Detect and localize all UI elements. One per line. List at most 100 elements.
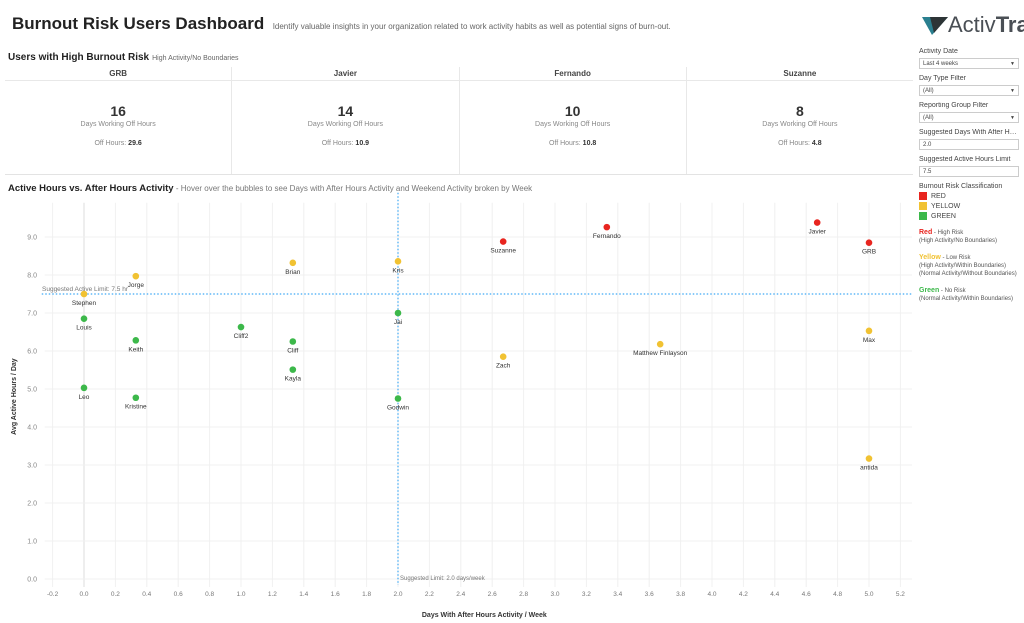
data-point[interactable] <box>80 315 88 322</box>
data-point-label: antida <box>860 465 878 472</box>
legend-item[interactable]: GREEN <box>919 212 1019 220</box>
y-tick-label: 7.0 <box>27 311 37 318</box>
legend-swatch <box>919 212 927 220</box>
filter-3: Suggested Days With After Ho... 2.0 <box>919 129 1019 150</box>
filter-0: Activity Date Last 4 weeks ▼ <box>919 48 1019 69</box>
data-point-label: Leo <box>79 394 90 401</box>
data-point[interactable] <box>394 395 402 402</box>
data-point[interactable] <box>656 340 664 348</box>
data-point[interactable] <box>813 219 821 226</box>
data-point-label: Kayla <box>285 376 302 383</box>
filter-dropdown[interactable]: (All) ▼ <box>919 85 1019 96</box>
x-tick-label: 4.6 <box>802 591 811 598</box>
card-days-label: Days Working Off Hours <box>80 121 156 128</box>
page-subtitle: Identify valuable insights in your organ… <box>272 22 671 31</box>
legend-swatch <box>919 202 927 210</box>
x-tick-label: 1.0 <box>236 591 245 598</box>
data-point[interactable] <box>865 327 873 335</box>
data-point[interactable] <box>603 223 611 231</box>
user-card[interactable]: Suzanne 8 Days Working Off Hours Off Hou… <box>686 67 913 174</box>
user-card[interactable]: GRB 16 Days Working Off Hours Off Hours:… <box>5 67 233 174</box>
data-point[interactable] <box>289 366 297 373</box>
x-tick-label: 1.6 <box>331 591 340 598</box>
data-point-label: Stephen <box>72 300 97 307</box>
data-point[interactable] <box>499 353 507 360</box>
data-point-label: Zach <box>496 363 511 370</box>
risk-description: Red - High Risk (High Activity/No Boundar… <box>919 229 998 244</box>
user-card[interactable]: Fernando 10 Days Working Off Hours Off H… <box>459 67 687 174</box>
risk-description: Green - No Risk (Normal Activity/Within B… <box>919 287 1014 302</box>
active-limit-label: Suggested Active Limit: 7.5 hr <box>42 286 129 293</box>
x-tick-label: 2.6 <box>488 591 497 598</box>
filter-1: Day Type Filter (All) ▼ <box>919 75 1019 96</box>
data-point[interactable] <box>289 259 297 267</box>
filter-label: Day Type Filter <box>919 75 966 82</box>
dropdown-arrow-icon: ▼ <box>1010 88 1015 94</box>
user-card[interactable]: Javier 14 Days Working Off Hours Off Hou… <box>232 67 460 174</box>
filter-panel: Activity Date Last 4 weeks ▼ Day Type Filte… <box>919 48 1019 303</box>
data-point-label: Cliff <box>287 348 298 355</box>
data-point[interactable] <box>132 272 140 280</box>
x-axis-title: Days With After Hours Activity / Week <box>422 612 547 619</box>
y-tick-label: 3.0 <box>27 463 37 470</box>
card-off-hours: Off Hours: 4.8 <box>778 140 822 147</box>
x-tick-label: 3.6 <box>645 591 654 598</box>
card-days-value: 14 <box>337 103 354 119</box>
page-title: Burnout Risk Users Dashboard <box>12 14 265 33</box>
data-point[interactable] <box>132 337 140 344</box>
x-tick-label: -0.2 <box>47 591 59 598</box>
x-tick-label: 4.8 <box>833 591 842 598</box>
data-point[interactable] <box>289 338 297 345</box>
data-point-label: Javier <box>809 229 827 236</box>
data-point[interactable] <box>865 239 873 246</box>
filter-dropdown[interactable]: Last 4 weeks ▼ <box>919 58 1019 69</box>
data-point[interactable] <box>80 384 88 392</box>
days-limit-label: Suggested Limit: 2.0 days/week <box>400 576 486 582</box>
x-tick-label: 4.2 <box>739 591 748 598</box>
filter-input[interactable]: 7.5 <box>919 166 1019 177</box>
x-tick-label: 0.6 <box>174 591 183 598</box>
data-point[interactable] <box>865 455 873 462</box>
x-tick-label: 2.0 <box>393 591 402 598</box>
x-tick-label: 5.0 <box>864 591 873 598</box>
filter-label: Reporting Group Filter <box>919 102 989 109</box>
card-off-hours: Off Hours: 29.6 <box>94 140 142 147</box>
data-point-label: Kris <box>392 267 404 274</box>
data-point-label: Godwin <box>387 405 409 412</box>
data-point[interactable] <box>80 290 88 298</box>
legend-item[interactable]: RED <box>919 192 1019 200</box>
data-point[interactable] <box>132 394 140 402</box>
data-point-label: Jai <box>394 319 402 326</box>
data-point[interactable] <box>394 258 402 265</box>
legend-title: Burnout Risk Classification <box>919 183 1003 190</box>
dashboard-header: Burnout Risk Users Dashboard Identify va… <box>12 14 671 34</box>
data-point-label: Cliff2 <box>234 333 249 340</box>
legend-swatch <box>919 192 927 200</box>
data-point[interactable] <box>237 323 245 331</box>
risk-description: Yellow - Low Risk (High Activity/Within B… <box>919 254 1017 277</box>
y-tick-label: 6.0 <box>27 349 37 356</box>
filter-label: Activity Date <box>919 48 958 55</box>
x-tick-label: 1.4 <box>299 591 308 598</box>
data-point-label: Jorge <box>128 282 145 289</box>
card-off-hours: Off Hours: 10.9 <box>321 140 370 147</box>
filter-dropdown[interactable]: (All) ▼ <box>919 112 1019 123</box>
y-tick-label: 1.0 <box>27 539 37 546</box>
data-point[interactable] <box>394 309 402 317</box>
x-tick-label: 3.0 <box>550 591 559 598</box>
x-tick-label: 4.0 <box>707 591 716 598</box>
x-tick-label: 0.2 <box>111 591 120 598</box>
filter-input[interactable]: 2.0 <box>919 139 1019 150</box>
filter-label: Suggested Days With After Ho... <box>919 129 1019 136</box>
y-tick-label: 4.0 <box>27 425 37 432</box>
x-tick-label: 2.4 <box>456 591 465 598</box>
y-tick-label: 8.0 <box>27 273 37 280</box>
legend-item[interactable]: YELLOW <box>919 202 1019 210</box>
x-tick-label: 1.2 <box>268 591 277 598</box>
filter-4: Suggested Active Hours Limit 7.5 <box>919 156 1019 177</box>
x-tick-label: 1.8 <box>362 591 371 598</box>
data-point[interactable] <box>499 238 507 245</box>
plot-area <box>44 202 912 588</box>
chart-section-title: Active Hours vs. After Hours Activity - … <box>8 183 533 194</box>
data-point-label: Kristine <box>125 404 147 411</box>
